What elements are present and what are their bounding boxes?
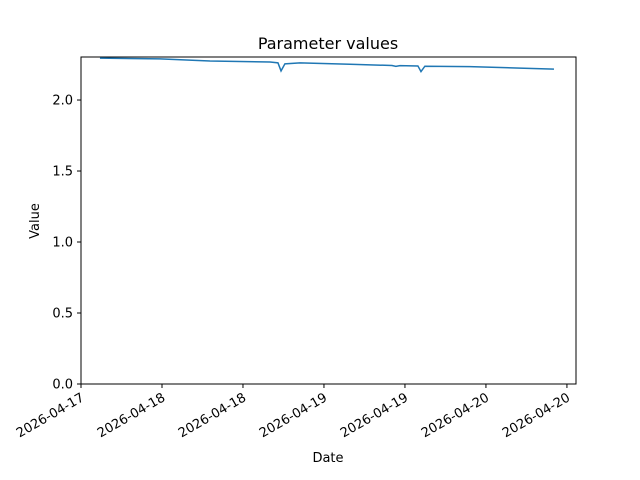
y-tick-label: 1.5 <box>52 165 73 180</box>
data-line <box>99 57 554 74</box>
plot-frame <box>80 56 577 385</box>
x-tick-label: 2026-04-17 <box>14 390 87 441</box>
x-axis-label: Date <box>312 451 343 466</box>
y-tick-label: 1.0 <box>52 236 73 251</box>
x-tick-label: 2026-04-18 <box>95 390 168 441</box>
y-tick-label: 2.0 <box>52 94 73 109</box>
x-tick-label: 2026-04-20 <box>500 390 573 441</box>
y-tick-label: 0.5 <box>52 307 73 322</box>
y-tick-label: 0.0 <box>52 378 73 393</box>
x-tick-label: 2026-04-20 <box>419 390 492 441</box>
y-axis-label: Value <box>28 203 43 239</box>
x-tick-label: 2026-04-19 <box>338 390 411 441</box>
x-tick-label: 2026-04-19 <box>257 390 330 441</box>
x-tick-label: 2026-04-18 <box>176 390 249 441</box>
chart-title: Parameter values <box>258 34 398 53</box>
